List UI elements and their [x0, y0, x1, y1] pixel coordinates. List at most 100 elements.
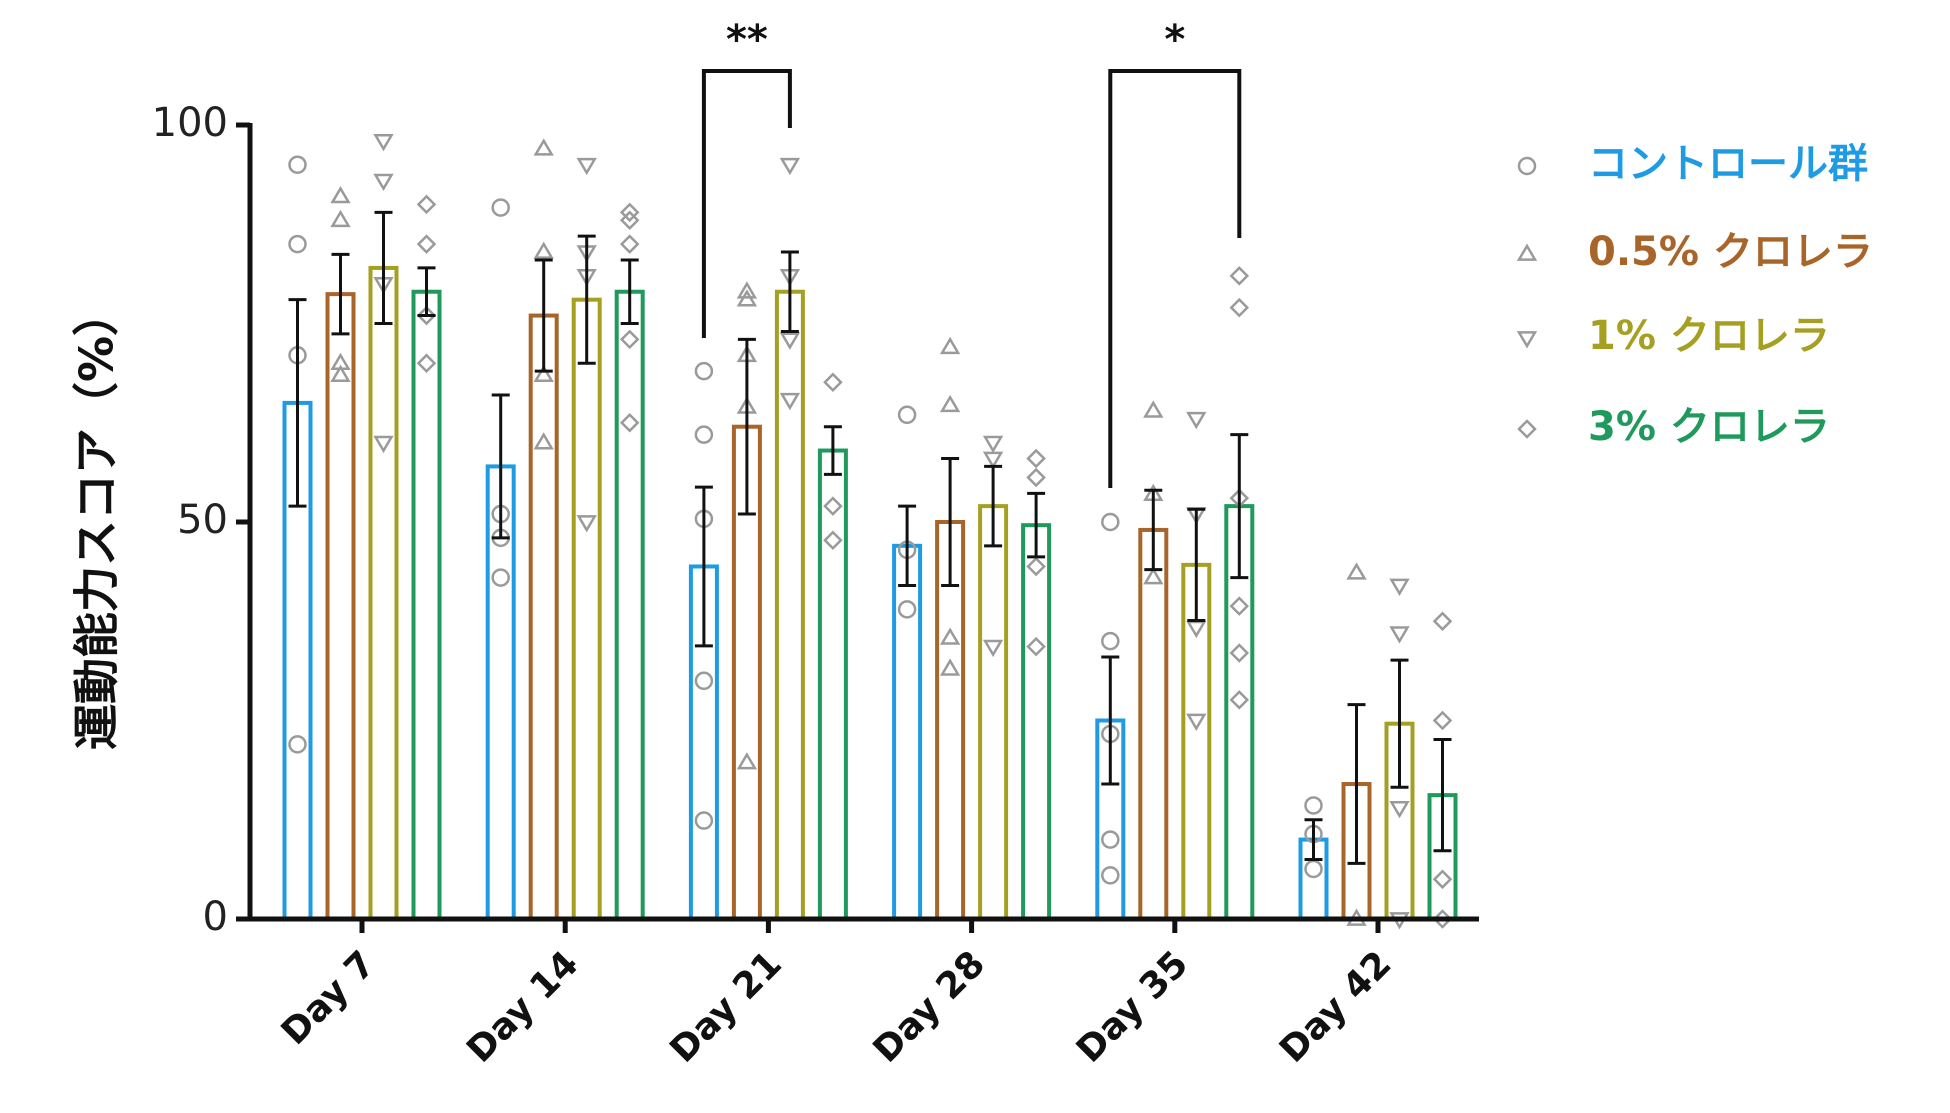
data-point [416, 234, 437, 254]
data-point [1101, 866, 1120, 885]
significance-bracket [1108, 69, 1242, 488]
data-point [939, 336, 961, 355]
data-point [1101, 631, 1120, 651]
data-point [982, 435, 1004, 454]
x-tick-label: Day 28 [866, 943, 993, 1070]
data-point [1229, 690, 1250, 710]
data-point [1229, 297, 1250, 318]
error-bar [1144, 488, 1163, 572]
significance-bracket [701, 69, 792, 338]
data-point [1346, 562, 1367, 580]
data-point [619, 210, 640, 231]
data-point [1186, 411, 1207, 430]
data-point [1432, 869, 1453, 890]
data-point [533, 364, 554, 382]
bar [817, 448, 848, 921]
error-bar [1390, 658, 1409, 789]
bar [571, 297, 602, 921]
data-point [694, 425, 714, 444]
legend-label: 3% クロレラ [1588, 404, 1830, 450]
error-bar [1304, 818, 1323, 861]
data-point [576, 157, 597, 176]
data-point [373, 173, 394, 192]
bar [411, 289, 442, 921]
data-point [533, 432, 554, 450]
error-bar [577, 234, 596, 365]
error-bar [1187, 507, 1206, 622]
data-point [694, 811, 714, 830]
data-point [939, 627, 961, 645]
bar [368, 265, 399, 922]
data-point [533, 138, 554, 156]
data-point [736, 281, 758, 299]
data-point [982, 451, 1004, 469]
data-point [330, 185, 351, 204]
error-bar [1027, 491, 1046, 559]
x-tick-label: Day 21 [662, 943, 789, 1070]
x-tick-label: Day 14 [459, 943, 586, 1070]
data-point [1026, 448, 1046, 469]
y-tick-label: 100 [152, 100, 228, 146]
error-bar [823, 425, 842, 476]
data-point [823, 372, 843, 393]
y-tick-label: 50 [177, 497, 228, 543]
bar [978, 504, 1009, 921]
data-point [694, 361, 714, 381]
error-bar [534, 258, 553, 373]
data-point [1229, 266, 1250, 286]
error-bar [417, 266, 436, 318]
data-point [619, 234, 640, 254]
error-bar [737, 337, 756, 516]
significance-label: * [1164, 17, 1185, 63]
error-bar [984, 464, 1003, 548]
y-tick-label: 0 [203, 894, 228, 940]
bar [614, 289, 645, 921]
y-axis-label: 運動能力スコア（%） [70, 290, 124, 750]
error-bar [1230, 433, 1249, 580]
legend-label: 0.5% クロレラ [1588, 229, 1873, 275]
data-point [823, 496, 843, 516]
data-point [533, 241, 554, 259]
error-bar [288, 298, 307, 508]
error-bar [491, 393, 510, 540]
data-point [736, 752, 758, 770]
data-point [1432, 611, 1453, 632]
significance-label: ** [726, 17, 768, 63]
data-point [288, 234, 307, 254]
error-bar [374, 210, 393, 325]
data-point [939, 394, 961, 413]
data-point [897, 405, 917, 425]
data-point [330, 364, 351, 382]
error-bar [941, 456, 960, 588]
data-point [1186, 620, 1207, 639]
error-bar [1433, 738, 1452, 853]
bar [1021, 523, 1052, 922]
bar [325, 292, 356, 921]
data-point [1389, 800, 1410, 819]
data-point [416, 305, 437, 326]
data-point [576, 515, 597, 533]
error-bar [898, 504, 917, 588]
data-point [897, 600, 917, 619]
data-point [939, 658, 961, 676]
data-point [491, 198, 510, 217]
data-point [373, 134, 394, 152]
data-point [619, 412, 640, 433]
data-point [1026, 467, 1046, 488]
data-point [1229, 596, 1250, 616]
data-point [779, 332, 801, 350]
data-point [491, 568, 510, 587]
data-point [1229, 643, 1250, 663]
data-point [1432, 710, 1453, 731]
data-point [288, 735, 307, 754]
bar [528, 313, 559, 921]
x-tick-label: Day 35 [1069, 943, 1196, 1070]
data-point [1516, 331, 1538, 349]
data-point [982, 639, 1004, 658]
data-point [779, 157, 801, 176]
data-point [694, 671, 714, 691]
data-point [619, 202, 640, 223]
data-point [1517, 156, 1537, 176]
data-point [779, 392, 801, 411]
